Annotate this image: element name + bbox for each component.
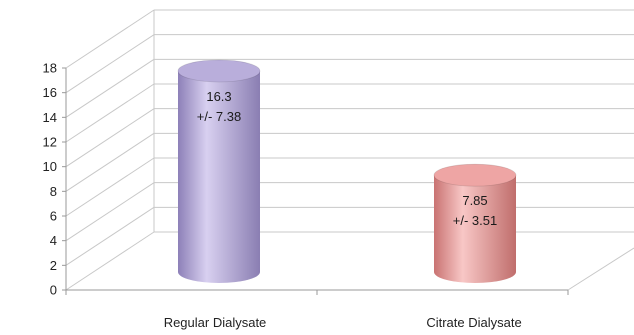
label-layer: 16.3 +/- 7.38 Regular Dialysate 7.85 +/- 3.5… <box>164 89 522 330</box>
gridline-side <box>65 182 155 242</box>
bar-top <box>433 163 517 187</box>
gridline-side <box>65 231 155 291</box>
bar-citrate-dialysate <box>433 163 517 283</box>
gridline-side <box>65 83 155 143</box>
bar-regular-dialysate <box>177 59 261 283</box>
gridline-side <box>65 132 155 192</box>
bar-body <box>434 175 516 283</box>
bar-top <box>177 59 261 83</box>
y-tick-label: 16 <box>43 85 57 100</box>
y-tick-label: 14 <box>43 110 57 125</box>
gridline-side <box>65 108 155 168</box>
floor-edge <box>567 247 634 291</box>
bar-body <box>178 70 260 283</box>
y-tick-label: 12 <box>43 135 57 150</box>
y-tick-label: 4 <box>50 233 57 248</box>
data-label-value: 16.3 <box>206 89 231 104</box>
gridline-side <box>65 9 155 69</box>
gridline-side <box>65 206 155 266</box>
y-tick-label: 6 <box>50 209 57 224</box>
y-tick-label: 2 <box>50 258 57 273</box>
axis-layer: 0 2 4 6 8 10 12 14 16 18 <box>43 61 569 298</box>
grid-layer <box>65 9 634 291</box>
gridline-side <box>65 34 155 94</box>
data-label-error: +/- 3.51 <box>453 213 497 228</box>
y-tick-label: 8 <box>50 184 57 199</box>
y-tick-label: 0 <box>50 283 57 298</box>
bar-layer <box>177 59 517 283</box>
gridline-side <box>65 58 155 118</box>
data-label-error: +/- 7.38 <box>197 109 241 124</box>
y-tick-label: 18 <box>43 61 57 76</box>
y-tick-label: 10 <box>43 159 57 174</box>
x-category-label: Citrate Dialysate <box>426 315 521 330</box>
data-label-value: 7.85 <box>462 193 487 208</box>
gridline-side <box>65 157 155 217</box>
x-category-label: Regular Dialysate <box>164 315 267 330</box>
